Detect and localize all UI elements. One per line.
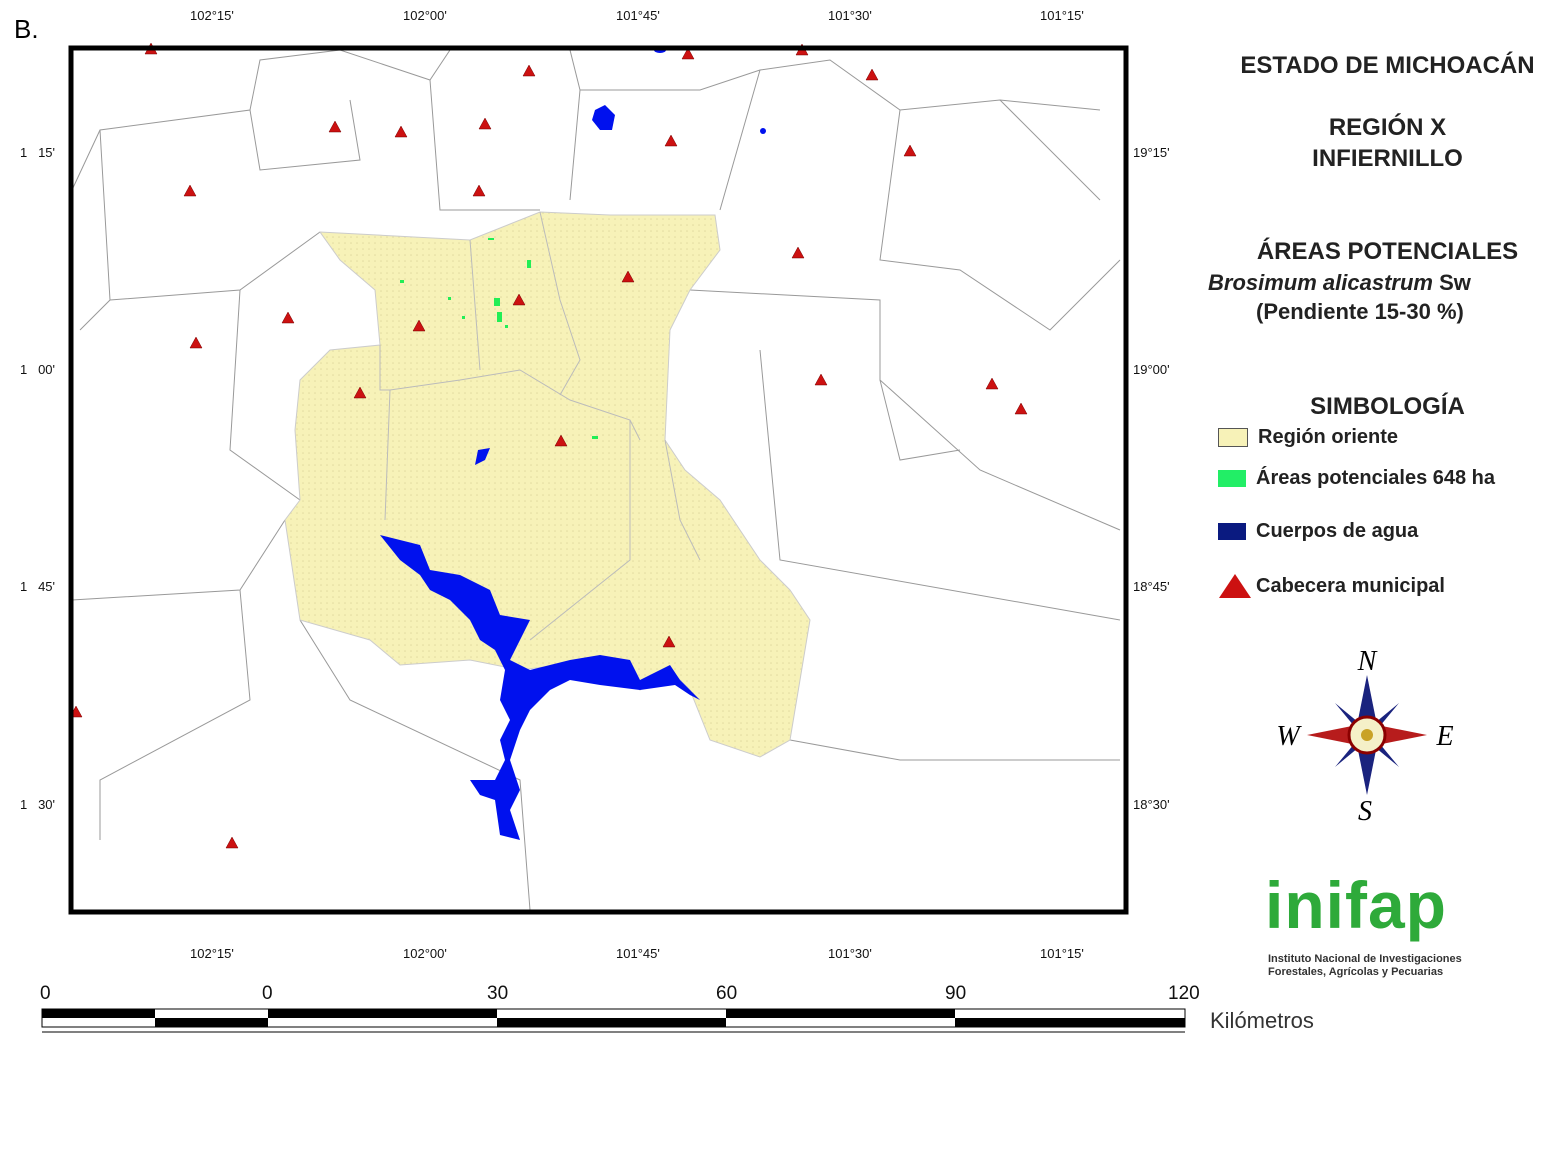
cabecera-marker <box>814 373 828 386</box>
legend-title: SIMBOLOGÍA <box>1310 393 1465 420</box>
compass-s: S <box>1358 796 1372 825</box>
legend-item-potential: Áreas potenciales 648 ha <box>1218 467 1495 490</box>
cabecera-marker <box>328 120 342 133</box>
right-tick: 19°15' <box>1133 145 1170 160</box>
top-tick: 102°00' <box>403 8 447 23</box>
cabecera-marker <box>412 319 426 332</box>
bottom-tick: 102°00' <box>403 946 447 961</box>
cabecera-marker <box>985 377 999 390</box>
right-tick: 18°30' <box>1133 797 1170 812</box>
state-title: ESTADO DE MICHOACÁN <box>1240 52 1535 79</box>
cabecera-marker <box>478 117 492 130</box>
species-italic: Brosimum alicastrum <box>1208 270 1433 295</box>
top-tick: 101°45' <box>616 8 660 23</box>
top-tick: 101°30' <box>828 8 872 23</box>
logo-line2: Forestales, Agrícolas y Pecuarias <box>1268 966 1444 978</box>
cabecera-marker <box>472 184 486 197</box>
cabecera-marker <box>225 836 239 849</box>
top-tick: 101°15' <box>1040 8 1084 23</box>
subject-title: ÁREAS POTENCIALES <box>1256 238 1519 265</box>
compass-n: N <box>1357 646 1378 677</box>
species-name: Brosimum alicastrum Sw <box>1208 270 1471 296</box>
region-name: INFIERNILLO <box>1312 145 1463 172</box>
right-tick: 18°45' <box>1133 579 1170 594</box>
legend-item-region: Región oriente <box>1218 426 1398 449</box>
reservoir-infiernillo <box>380 535 700 840</box>
triangle-icon <box>1219 574 1251 598</box>
cabecera-marker <box>512 293 526 306</box>
scale-label: 30 <box>487 983 509 1004</box>
cabecera-marker <box>394 125 408 138</box>
left-tick: 1 15' <box>20 145 56 160</box>
potential-areas <box>400 238 598 439</box>
compass-w: W <box>1276 721 1302 752</box>
scale-label: 90 <box>945 983 967 1004</box>
cabecera-marker <box>183 184 197 197</box>
left-tick: 1 00' <box>20 362 56 377</box>
cabecera-marker <box>281 311 295 324</box>
scale-unit: Kilómetros <box>1210 1008 1314 1033</box>
cabecera-marker <box>522 64 536 77</box>
cabecera-marker <box>662 635 676 648</box>
cabecera-marker <box>664 134 678 147</box>
cabecera-marker <box>1014 402 1028 415</box>
bottom-tick: 101°15' <box>1040 946 1084 961</box>
legend-swatch <box>1218 428 1248 447</box>
bottom-tick: 101°45' <box>616 946 660 961</box>
cabecera-marker <box>681 47 695 60</box>
cabecera-marker <box>865 68 879 81</box>
cabecera-marker <box>353 386 367 399</box>
legend-item-water: Cuerpos de agua <box>1218 520 1418 543</box>
inifap-logo: inifap <box>1265 868 1447 942</box>
compass-rose-icon: N S E W <box>1276 646 1453 825</box>
legend-swatch <box>1218 470 1246 487</box>
left-tick: 1 45' <box>20 579 56 594</box>
cabecera-marker <box>621 270 635 283</box>
bottom-tick: 102°15' <box>190 946 234 961</box>
scale-bar <box>41 1008 1186 1033</box>
scale-label: 0 <box>262 983 273 1004</box>
top-tick: 102°15' <box>190 8 234 23</box>
right-tick: 19°00' <box>1133 362 1170 377</box>
scale-label: 60 <box>716 983 738 1004</box>
bottom-tick: 101°30' <box>828 946 872 961</box>
scale-label: 0 <box>40 983 51 1004</box>
panel-label: B. <box>14 14 39 44</box>
legend-swatch <box>1218 523 1246 540</box>
species-author: Sw <box>1432 270 1471 295</box>
cabecera-marker <box>189 336 203 349</box>
cabecera-marker <box>554 434 568 447</box>
left-tick: 1 30' <box>20 797 56 812</box>
map-frame <box>68 45 1129 915</box>
cabecera-marker <box>903 144 917 157</box>
scale-label: 120 <box>1168 983 1200 1004</box>
cabecera-marker <box>791 246 805 259</box>
logo-line1: Instituto Nacional de Investigaciones <box>1268 953 1462 965</box>
compass-e: E <box>1435 721 1453 752</box>
region-title: REGIÓN X <box>1328 114 1447 141</box>
legend-item-cabecera: Cabecera municipal <box>1218 572 1445 600</box>
slope-label: (Pendiente 15-30 %) <box>1256 299 1464 324</box>
